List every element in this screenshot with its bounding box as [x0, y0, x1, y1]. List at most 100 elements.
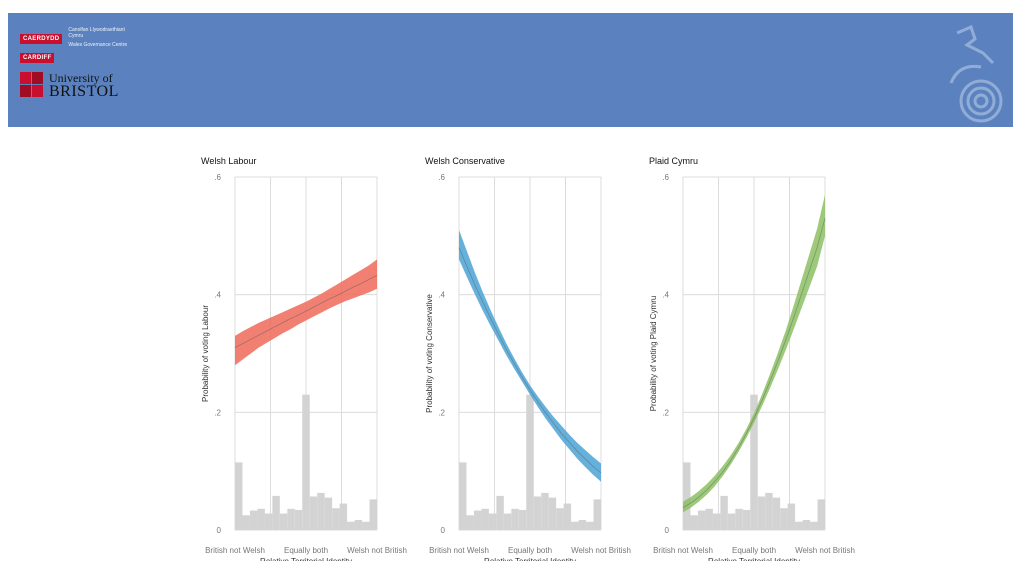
histogram-bar	[742, 509, 751, 530]
histogram-bar	[249, 510, 258, 530]
predicted-line	[234, 274, 378, 348]
y-tick-label: .6	[662, 173, 669, 182]
histogram-bar	[503, 513, 512, 530]
histogram-bar	[541, 492, 549, 530]
bristol-line-2: BRISTOL	[49, 83, 119, 100]
predicted-line	[682, 218, 826, 508]
chart-title: Welsh Conservative	[425, 156, 505, 166]
y-tick-label: 0	[441, 526, 446, 535]
y-tick-label: .4	[662, 291, 669, 300]
x-tick-label: Equally both	[508, 546, 552, 555]
histogram-bar	[279, 513, 288, 530]
histogram-bar	[765, 492, 773, 530]
histogram-bar	[817, 499, 825, 530]
x-axis-label: Relative Territorial Identity	[708, 557, 800, 561]
histogram-bar	[712, 513, 721, 530]
bristol-crest-icon	[20, 72, 44, 98]
histogram-bar	[697, 510, 706, 530]
cardiff-logo: CAERDYDD CARDIFF Canolfan Llywodraethian…	[20, 27, 138, 65]
histogram-bar	[727, 513, 736, 530]
histogram-bar	[473, 510, 482, 530]
y-tick-label: .2	[214, 408, 221, 417]
histogram-bar	[257, 508, 265, 530]
y-tick-label: 0	[665, 526, 670, 535]
chart-panel-plaid: Plaid Cymru 0 .2 .4 .6 British not Welsh Equal…	[643, 150, 865, 561]
x-tick-label: British not Welsh	[653, 546, 713, 555]
histogram-bar	[735, 508, 743, 530]
y-tick-label: .4	[214, 291, 221, 300]
histogram-bar	[354, 519, 363, 530]
chart-conservative: Welsh Conservative 0 .2 .4 .6 British not Wel…	[425, 156, 631, 561]
chart-panel-conservative: Welsh Conservative 0 .2 .4 .6 British not Wel…	[419, 150, 641, 561]
histogram-bar	[466, 515, 474, 530]
y-tick-label: .4	[438, 291, 445, 300]
cardiff-text-english: Wales Governance Centre	[68, 42, 128, 48]
histogram-bar	[526, 394, 534, 530]
x-axis-label: Relative Territorial Identity	[260, 557, 352, 561]
y-tick-label: .6	[438, 173, 445, 182]
y-axis-label: Probability of voting Labour	[201, 305, 210, 402]
header-banner: CAERDYDD CARDIFF Canolfan Llywodraethian…	[8, 13, 1013, 127]
histogram-bar	[780, 508, 788, 530]
histogram-bar	[795, 521, 803, 530]
histogram-bar	[690, 515, 698, 530]
histogram-bar	[511, 508, 519, 530]
x-tick-label: Welsh not British	[795, 546, 855, 555]
histogram-bar	[347, 521, 355, 530]
y-axis-label: Probability of voting Plaid Cymru	[649, 296, 658, 412]
histogram-bar	[802, 519, 811, 530]
dragon-watermark-icon	[949, 24, 1003, 123]
histogram-bar	[705, 508, 713, 530]
histogram-bar	[317, 492, 325, 530]
y-axis-label: Probability of voting Conservative	[425, 294, 434, 413]
histogram-bar	[264, 513, 273, 530]
confidence-band	[235, 259, 377, 366]
histogram-bar	[496, 495, 504, 530]
histogram-bar	[488, 513, 497, 530]
histogram-bar	[578, 519, 587, 530]
cardiff-text-welsh: Canolfan Llywodraethiant Cymru	[68, 27, 125, 39]
histogram-bar	[309, 496, 318, 530]
cardiff-logo-english: CARDIFF	[20, 53, 55, 63]
histogram-bar	[287, 508, 295, 530]
histogram-bar	[787, 503, 796, 530]
x-tick-label: Welsh not British	[571, 546, 631, 555]
histogram-bar	[571, 521, 579, 530]
y-tick-label: .6	[214, 173, 221, 182]
y-tick-label: .2	[662, 408, 669, 417]
predicted-line	[458, 247, 602, 474]
chart-labour: Welsh Labour 0 .2 .4 .6 British not Welsh Equa…	[201, 156, 407, 561]
x-tick-label: British not Welsh	[205, 546, 265, 555]
histogram-bar	[518, 509, 527, 530]
x-tick-label: British not Welsh	[429, 546, 489, 555]
y-tick-label: .2	[438, 408, 445, 417]
chart-title: Welsh Labour	[201, 156, 256, 166]
chart-plaid: Plaid Cymru 0 .2 .4 .6 British not Welsh Equal…	[649, 156, 855, 561]
cardiff-logo-welsh: CAERDYDD	[20, 34, 63, 44]
histogram-bar	[750, 394, 758, 530]
x-tick-label: Welsh not British	[347, 546, 407, 555]
histogram-bar	[593, 499, 601, 530]
histogram-bar	[369, 499, 377, 530]
histogram-bar	[586, 521, 594, 530]
histogram-bar	[720, 495, 728, 530]
histogram-bar	[459, 462, 467, 530]
chart-panel-labour: Welsh Labour 0 .2 .4 .6 British not Welsh Equa…	[195, 150, 417, 561]
histogram-bar	[772, 497, 781, 530]
confidence-band	[459, 229, 601, 482]
histogram-bar	[548, 497, 557, 530]
histogram-bar	[332, 508, 340, 530]
chart-title: Plaid Cymru	[649, 156, 698, 166]
histogram-bar	[481, 508, 489, 530]
histogram-bar	[294, 509, 303, 530]
histogram-bar	[683, 462, 691, 530]
histogram-bar	[339, 503, 348, 530]
histogram-bar	[556, 508, 564, 530]
x-tick-label: Equally both	[732, 546, 776, 555]
histogram-bar	[302, 394, 310, 530]
histogram-bar	[757, 496, 766, 530]
x-tick-label: Equally both	[284, 546, 328, 555]
histogram-bar	[533, 496, 542, 530]
histogram-bar	[324, 497, 333, 530]
histogram-bar	[272, 495, 280, 530]
